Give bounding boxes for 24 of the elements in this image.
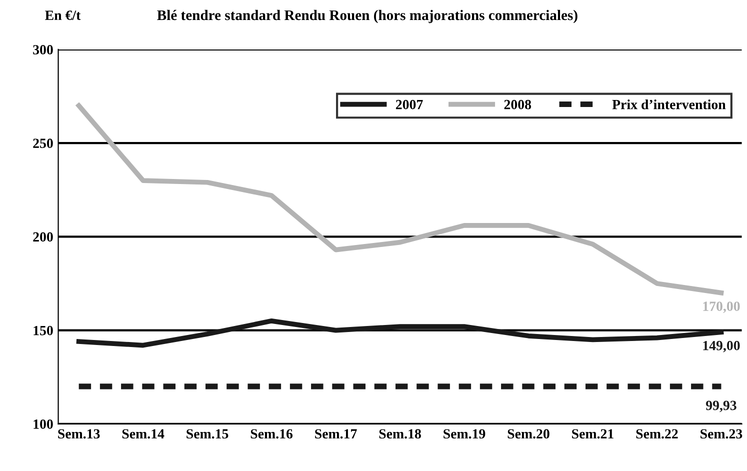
x-tick-label: Sem.14 <box>122 429 164 439</box>
x-tick-label: Sem.16 <box>250 429 293 439</box>
data-label: 170,00 <box>703 302 740 313</box>
y-tick-label: 100 <box>34 419 53 429</box>
annotation: 99,93 <box>706 400 736 412</box>
y-tick-label: 300 <box>33 45 53 54</box>
x-tick-label: Sem.15 <box>186 429 228 439</box>
legend-label: 2008 <box>504 100 532 110</box>
x-tick-label: Sem.13 <box>58 429 100 439</box>
legend-label: Prix d’intervention <box>612 99 726 110</box>
legend-label: 2007 <box>396 100 423 110</box>
y-tick-label: 250 <box>33 138 53 148</box>
x-tick-label: Sem.21 <box>572 429 614 439</box>
y-axis-title: En €/t <box>45 10 81 20</box>
x-tick-label: Sem.17 <box>315 429 357 439</box>
x-tick-label: Sem.18 <box>379 429 421 439</box>
chart-title: Blé tendre standard Rendu Rouen (hors majorations commerciales) <box>157 10 578 24</box>
x-tick-label: Sem.19 <box>444 429 486 439</box>
x-tick-label: Sem.20 <box>508 429 550 439</box>
x-tick-label: Sem.22 <box>636 429 678 439</box>
y-tick-label: 200 <box>33 232 53 242</box>
data-label: 149,00 <box>703 340 740 352</box>
x-tick-label: Sem.23 <box>700 429 742 439</box>
y-tick-label: 150 <box>34 326 53 336</box>
